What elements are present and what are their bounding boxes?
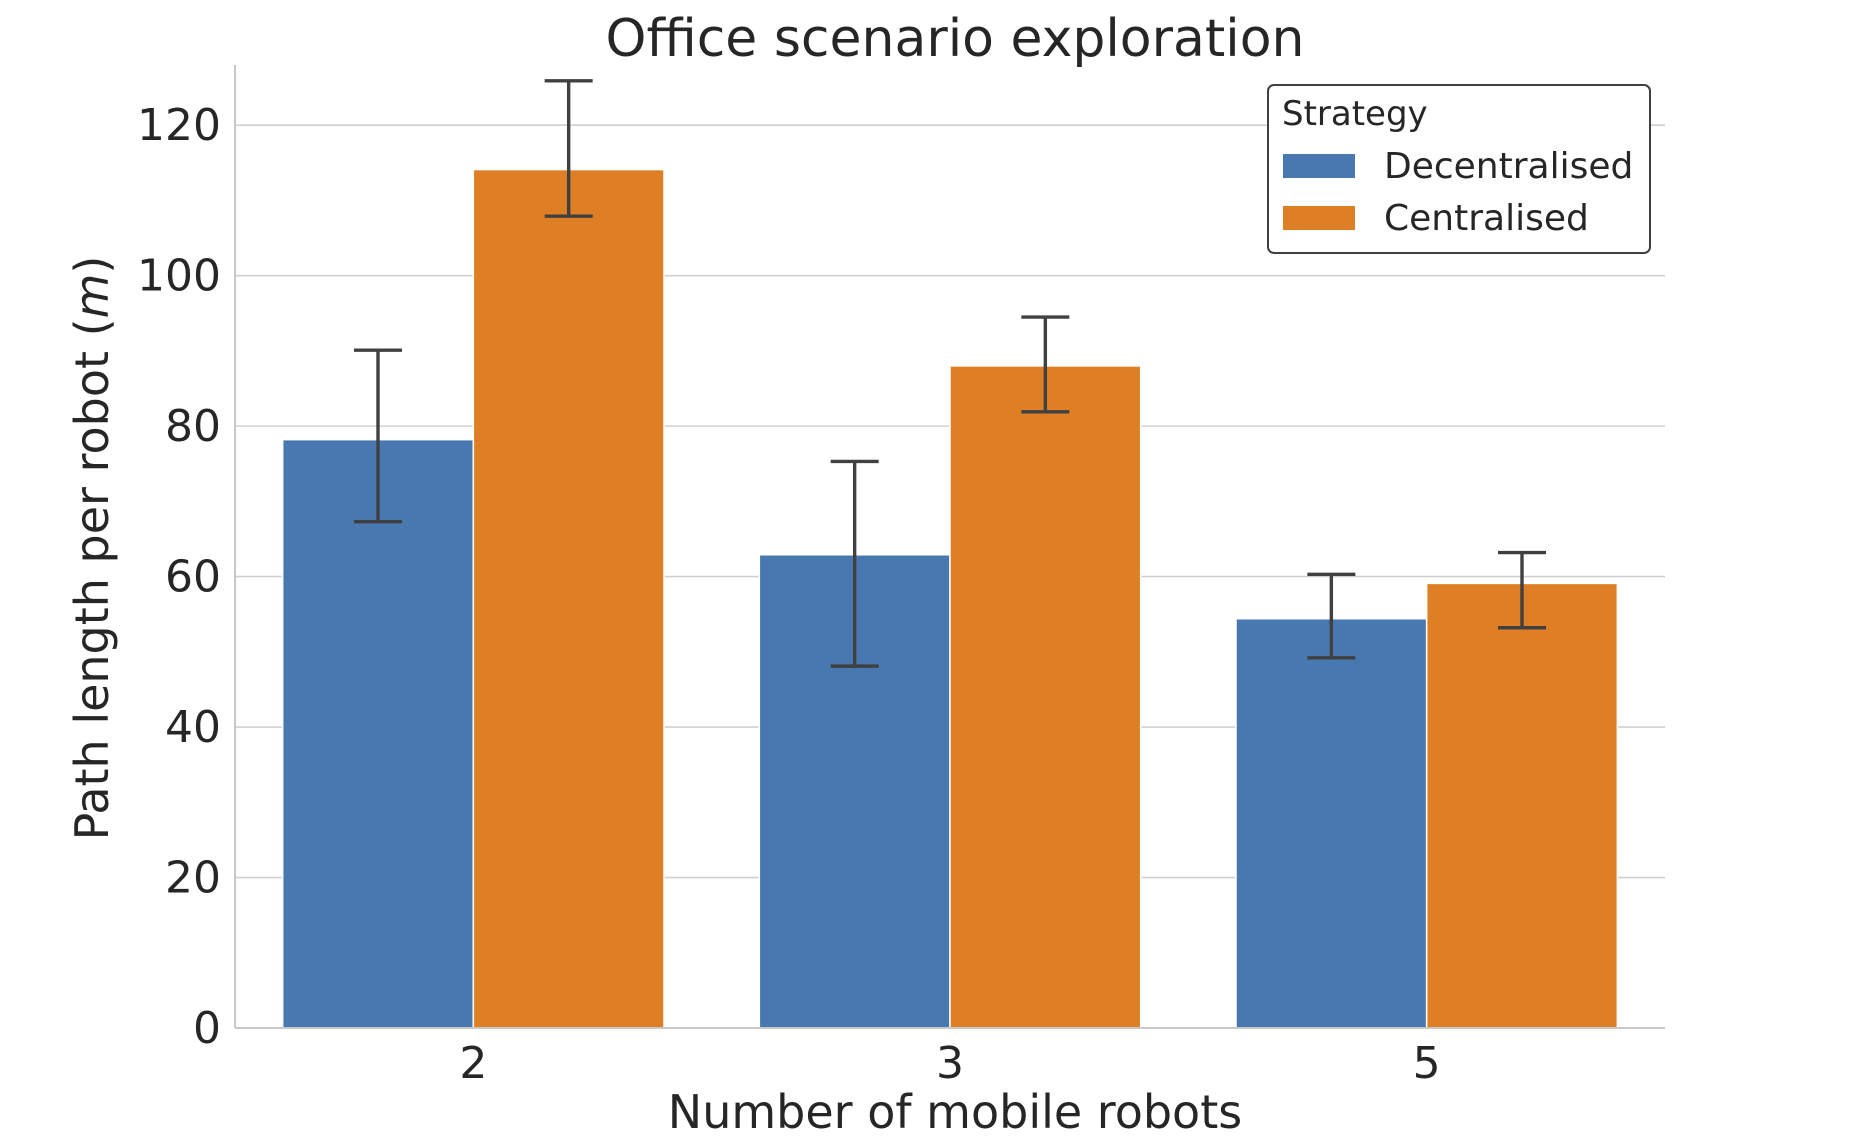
legend-swatch-centralised [1283,206,1355,230]
legend-label-centralised: Centralised [1384,198,1589,239]
x-tick-label-3: 3 [936,1038,964,1089]
y-axis-label: Path length per robot (m) [65,256,119,841]
bar-decentralised-2 [281,438,475,1029]
y-tick-label-80: 80 [165,401,221,452]
bar-decentralised-5 [1235,617,1428,1029]
error-bars [354,79,1546,668]
bar-centralised-5 [1425,582,1619,1029]
y-tick-label-120: 120 [137,100,221,151]
y-tick-label-60: 60 [165,552,221,603]
x-tick-label-2: 2 [459,1038,487,1089]
y-tick-labels: 0 20 40 60 80 100 120 [137,100,221,1054]
bars [281,168,1619,1029]
legend-label-decentralised: Decentralised [1384,146,1633,187]
x-axis-label: Number of mobile robots [668,1085,1242,1138]
x-tick-labels: 2 3 5 [459,1038,1440,1089]
y-tick-label-0: 0 [193,1003,221,1054]
y-tick-label-40: 40 [165,702,221,753]
legend-box [1267,84,1651,254]
y-tick-label-20: 20 [165,853,221,904]
x-tick-label-5: 5 [1413,1038,1441,1089]
legend: Strategy Decentralised Centralised [1267,84,1651,254]
legend-title: Strategy [1282,94,1428,134]
y-tick-label-100: 100 [137,251,221,302]
bar-centralised-2 [472,168,665,1029]
bar-centralised-3 [949,365,1142,1029]
legend-swatch-decentralised [1283,154,1355,178]
chart-title: Office scenario exploration [606,9,1305,69]
